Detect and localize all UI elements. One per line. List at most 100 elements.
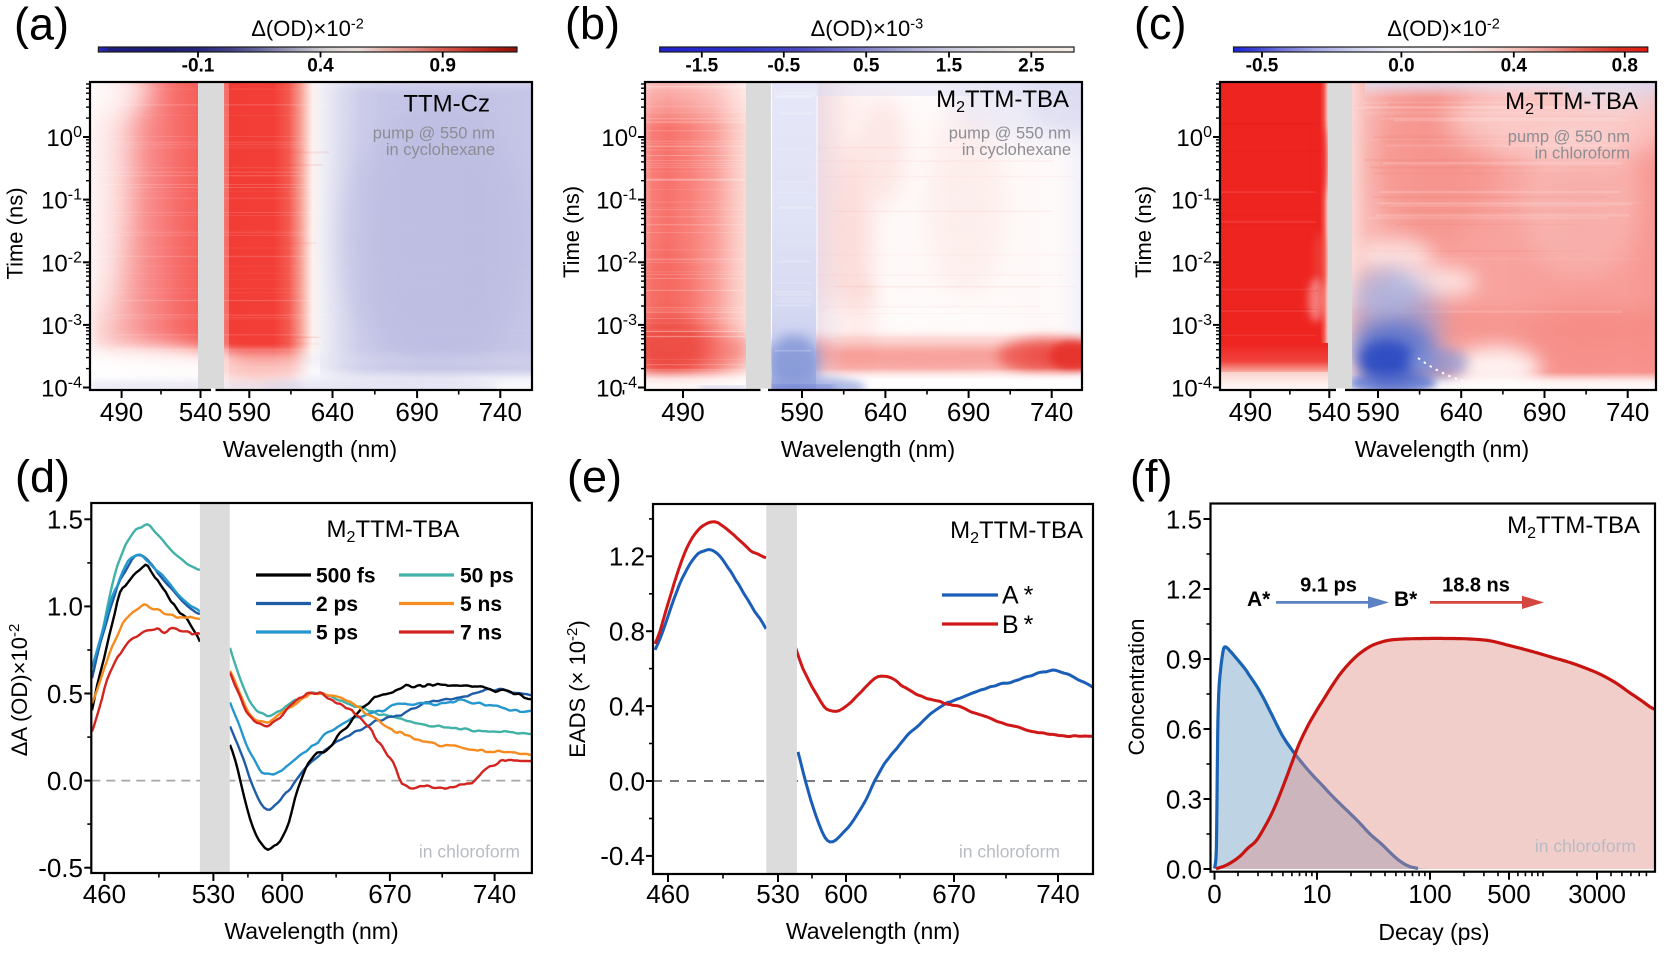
- svg-text:740: 740: [1036, 879, 1079, 909]
- svg-text:740: 740: [1030, 397, 1073, 427]
- svg-text:in chloroform: in chloroform: [1535, 145, 1630, 163]
- svg-text:490: 490: [661, 397, 704, 427]
- svg-text:460: 460: [646, 879, 689, 909]
- svg-text:690: 690: [947, 397, 990, 427]
- svg-text:740: 740: [479, 397, 522, 427]
- svg-text:670: 670: [932, 879, 975, 909]
- svg-text:10-4: 10-4: [596, 375, 637, 403]
- svg-text:5 ps: 5 ps: [316, 622, 358, 645]
- svg-text:600: 600: [824, 879, 867, 909]
- svg-text:Δ(OD)×10-3: Δ(OD)×10-3: [811, 16, 924, 41]
- svg-text:in cyclohexane: in cyclohexane: [962, 141, 1071, 159]
- svg-text:M2TTM-TBA: M2TTM-TBA: [950, 517, 1083, 547]
- svg-text:in chloroform: in chloroform: [1535, 836, 1636, 856]
- svg-text:490: 490: [1229, 397, 1272, 427]
- svg-text:in cyclohexane: in cyclohexane: [386, 141, 495, 159]
- svg-text:1.5: 1.5: [47, 505, 83, 535]
- svg-text:(a): (a): [14, 0, 69, 50]
- svg-text:10-4: 10-4: [41, 375, 82, 403]
- svg-text:Time (ns): Time (ns): [1131, 186, 1156, 278]
- svg-text:10-1: 10-1: [1171, 187, 1212, 215]
- svg-text:500 fs: 500 fs: [316, 565, 376, 588]
- svg-text:590: 590: [1356, 397, 1399, 427]
- svg-text:1.2: 1.2: [1166, 574, 1202, 604]
- svg-text:0.0: 0.0: [609, 766, 645, 796]
- svg-text:-1.5: -1.5: [685, 56, 718, 77]
- svg-text:B *: B *: [1002, 611, 1034, 639]
- svg-text:0.6: 0.6: [1166, 714, 1202, 744]
- svg-text:Concentration: Concentration: [1124, 619, 1149, 756]
- svg-text:600: 600: [261, 879, 304, 909]
- svg-text:10-3: 10-3: [41, 312, 82, 340]
- svg-text:(e): (e): [567, 451, 622, 502]
- svg-text:0.0: 0.0: [1388, 56, 1414, 77]
- svg-text:Time (ns): Time (ns): [559, 186, 584, 278]
- svg-text:590: 590: [228, 397, 271, 427]
- svg-text:-0.5: -0.5: [767, 56, 800, 77]
- svg-text:Δ(OD)×10-2: Δ(OD)×10-2: [1387, 16, 1500, 41]
- svg-text:10-3: 10-3: [1171, 312, 1212, 340]
- svg-text:0.4: 0.4: [307, 56, 334, 77]
- svg-text:-0.1: -0.1: [182, 56, 215, 77]
- svg-text:100: 100: [1408, 879, 1451, 909]
- svg-text:540: 540: [1308, 397, 1351, 427]
- svg-text:in chloroform: in chloroform: [959, 842, 1060, 862]
- svg-text:1.2: 1.2: [609, 542, 645, 572]
- svg-text:1.0: 1.0: [47, 592, 83, 622]
- svg-text:Wavelength (nm): Wavelength (nm): [786, 918, 960, 944]
- svg-text:1.5: 1.5: [1166, 504, 1202, 534]
- svg-text:9.1 ps: 9.1 ps: [1300, 575, 1357, 597]
- svg-text:670: 670: [368, 879, 411, 909]
- svg-text:B*: B*: [1394, 588, 1418, 611]
- svg-text:pump @ 550 nm: pump @ 550 nm: [949, 125, 1071, 143]
- svg-text:5 ns: 5 ns: [460, 593, 502, 616]
- svg-text:50 ps: 50 ps: [460, 565, 514, 588]
- svg-text:-0.5: -0.5: [38, 853, 83, 883]
- svg-text:Δ(OD)×10-2: Δ(OD)×10-2: [251, 16, 364, 41]
- svg-text:pump @ 550 nm: pump @ 550 nm: [373, 125, 495, 143]
- svg-text:-0.4: -0.4: [600, 841, 645, 871]
- svg-text:100: 100: [601, 124, 637, 152]
- svg-text:10-3: 10-3: [596, 312, 637, 340]
- svg-text:M2TTM-TBA: M2TTM-TBA: [936, 86, 1069, 116]
- svg-text:2.5: 2.5: [1018, 56, 1045, 77]
- svg-text:(f): (f): [1130, 451, 1172, 502]
- svg-text:740: 740: [473, 879, 516, 909]
- svg-text:100: 100: [1176, 124, 1212, 152]
- svg-text:10-1: 10-1: [41, 187, 82, 215]
- svg-text:Wavelength (nm): Wavelength (nm): [781, 436, 955, 462]
- svg-text:0: 0: [1207, 879, 1221, 909]
- svg-text:490: 490: [100, 397, 143, 427]
- svg-text:640: 640: [311, 397, 354, 427]
- svg-text:A *: A *: [1002, 582, 1034, 610]
- svg-text:1.5: 1.5: [936, 56, 963, 77]
- svg-text:10-2: 10-2: [596, 249, 637, 277]
- svg-text:-0.5: -0.5: [1246, 56, 1279, 77]
- svg-text:0.9: 0.9: [429, 56, 455, 77]
- svg-text:Wavelength (nm): Wavelength (nm): [223, 436, 397, 462]
- svg-text:540: 540: [179, 397, 222, 427]
- svg-text:690: 690: [1523, 397, 1566, 427]
- svg-text:10-4: 10-4: [1171, 375, 1212, 403]
- svg-text:640: 640: [864, 397, 907, 427]
- svg-text:500: 500: [1487, 879, 1530, 909]
- svg-text:M2TTM-TBA: M2TTM-TBA: [1505, 88, 1638, 118]
- svg-text:460: 460: [83, 879, 126, 909]
- svg-text:0.5: 0.5: [853, 56, 880, 77]
- svg-text:530: 530: [192, 879, 235, 909]
- svg-text:0.4: 0.4: [609, 691, 645, 721]
- svg-text:0.8: 0.8: [1612, 56, 1638, 77]
- svg-text:18.8 ns: 18.8 ns: [1442, 575, 1510, 597]
- svg-text:2 ps: 2 ps: [316, 593, 358, 616]
- svg-text:0.8: 0.8: [609, 617, 645, 647]
- svg-text:0.0: 0.0: [47, 766, 83, 796]
- svg-text:640: 640: [1440, 397, 1483, 427]
- svg-text:100: 100: [46, 124, 82, 152]
- svg-text:Decay (ps): Decay (ps): [1378, 919, 1489, 945]
- svg-text:530: 530: [756, 879, 799, 909]
- svg-text:7 ns: 7 ns: [460, 622, 502, 645]
- svg-text:0.5: 0.5: [47, 679, 83, 709]
- svg-text:690: 690: [395, 397, 438, 427]
- svg-text:A*: A*: [1247, 588, 1271, 611]
- svg-text:pump @ 550 nm: pump @ 550 nm: [1508, 128, 1630, 146]
